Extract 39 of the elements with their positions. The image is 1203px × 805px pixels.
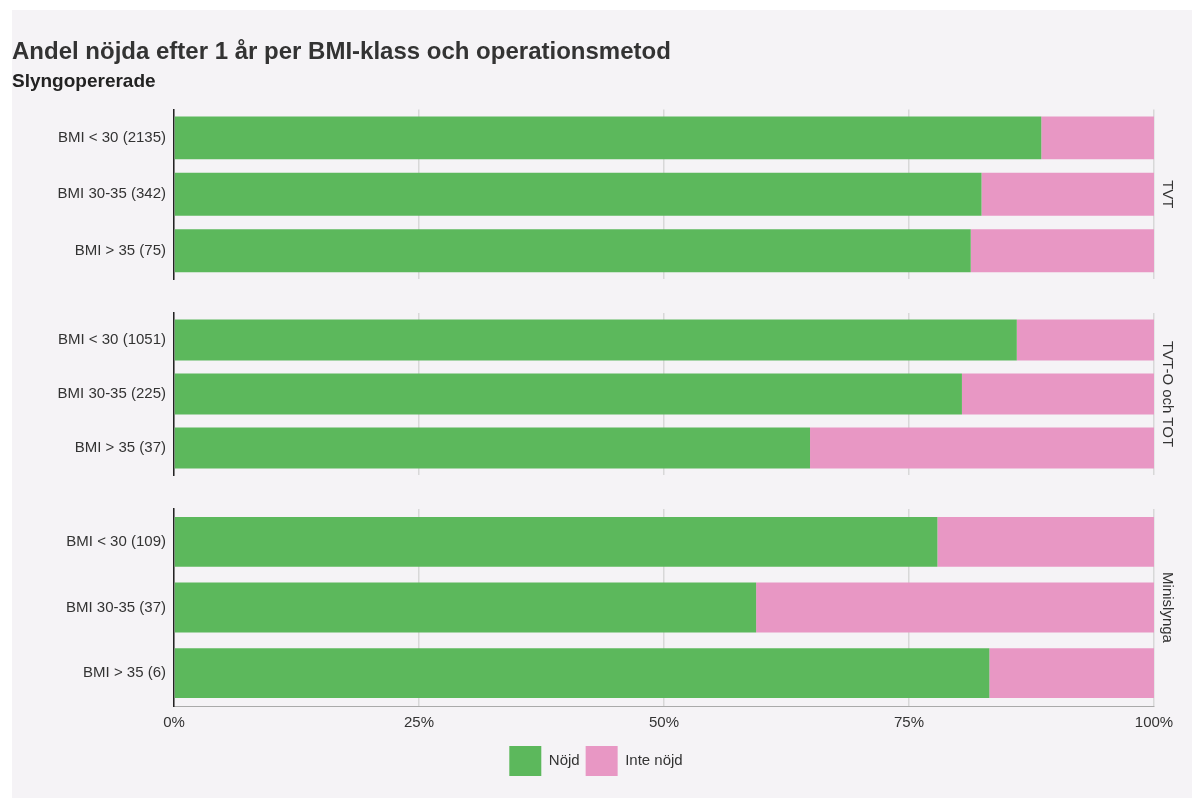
bar [961, 373, 1154, 415]
bar [970, 229, 1154, 273]
y-tick-label: BMI < 30 (1051) [58, 330, 166, 348]
bar [810, 427, 1154, 469]
bar [756, 582, 1154, 633]
legend-label: Inte nöjd [625, 751, 683, 769]
bar [174, 373, 962, 415]
y-tick-label: BMI < 30 (2135) [58, 127, 166, 145]
bar [981, 172, 1154, 216]
bar [1016, 319, 1154, 361]
bar [174, 116, 1042, 160]
y-tick-label: BMI 30-35 (342) [57, 184, 166, 202]
bar [174, 648, 990, 699]
x-tick-label: 75% [893, 713, 925, 731]
x-tick-label: 0% [163, 713, 185, 731]
bar [174, 229, 971, 273]
y-tick-label: BMI < 30 (109) [66, 531, 166, 549]
bar [989, 648, 1154, 699]
bar [1041, 116, 1154, 160]
y2-axis-title: TVT-O och TOT [1159, 340, 1177, 448]
y-tick-label: BMI > 35 (75) [74, 240, 166, 258]
chart-subtitle: Slyngopererade [12, 70, 156, 92]
bar [174, 172, 982, 216]
bar [174, 427, 811, 469]
bar [174, 516, 938, 567]
legend-label: Nöjd [548, 751, 580, 769]
y-tick-label: BMI 30-35 (225) [57, 384, 166, 402]
x-tick-label: 25% [403, 713, 435, 731]
y-tick-label: BMI > 35 (6) [83, 663, 166, 681]
bar [937, 516, 1154, 567]
bar [174, 582, 757, 633]
chart-title: Andel nöjda efter 1 år per BMI-klass och operationsmetod [12, 37, 671, 65]
x-tick-label: 100% [1134, 713, 1174, 731]
x-tick-label: 50% [648, 713, 680, 731]
y2-axis-title: TVT [1159, 180, 1177, 209]
y-tick-label: BMI 30-35 (37) [65, 597, 166, 615]
y-tick-label: BMI > 35 (37) [74, 438, 166, 456]
y2-axis-title: Minislynga [1159, 572, 1177, 644]
bar [174, 319, 1017, 361]
